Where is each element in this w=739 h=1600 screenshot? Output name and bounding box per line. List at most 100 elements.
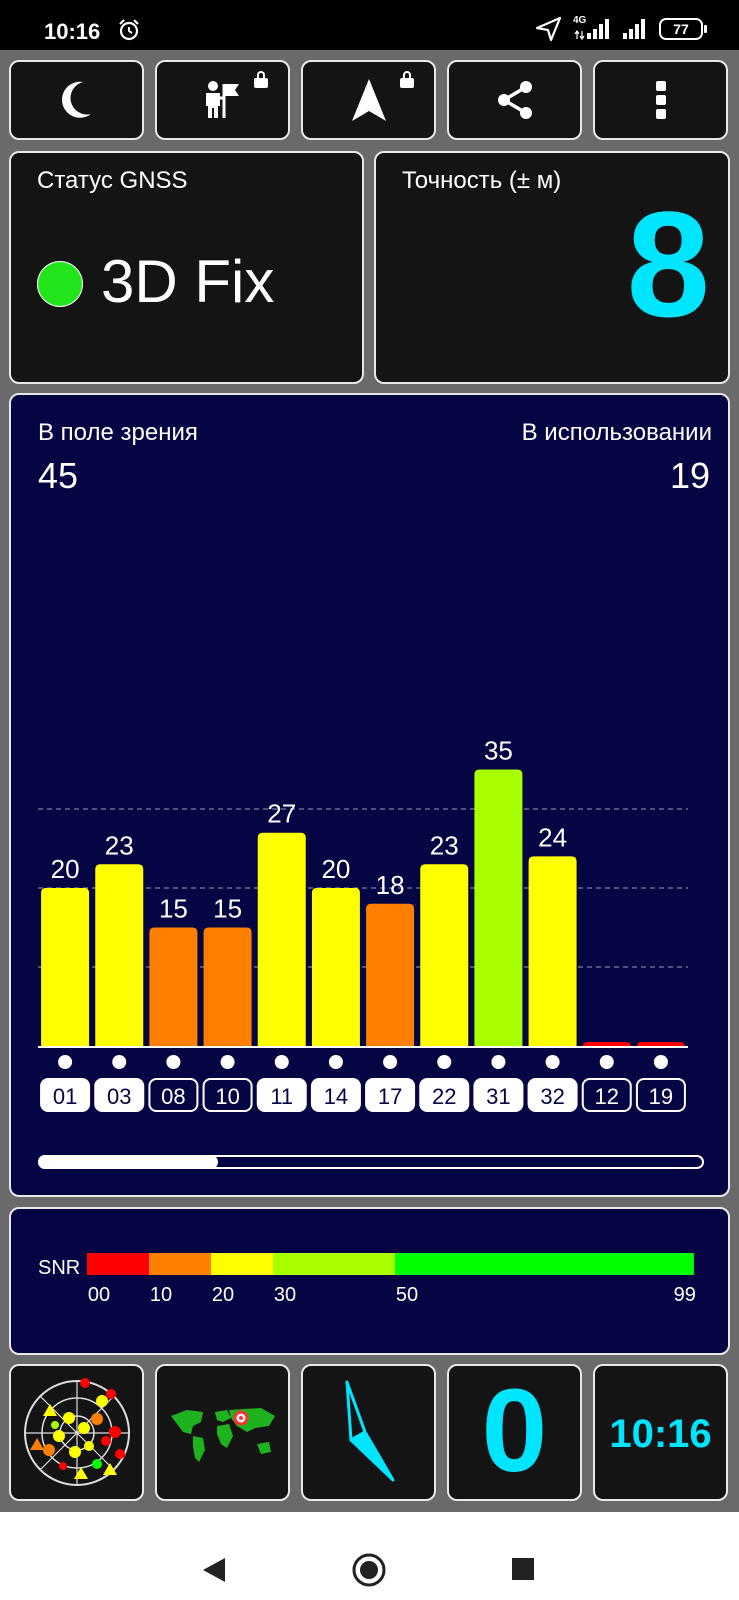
satellite-dot [220,1055,235,1069]
snr-scale-segment [395,1253,694,1275]
compass-tile[interactable] [301,1364,436,1501]
satellite-dot [491,1055,506,1069]
satellite-id-box [365,1078,416,1112]
back-icon[interactable] [201,1556,227,1584]
satellite-dot [653,1055,668,1069]
home-icon[interactable] [351,1552,387,1588]
satellite-id-label: 10 [215,1084,239,1109]
snr-scale-segment [87,1253,149,1275]
snr-scale-segment [149,1253,211,1275]
more-options-button[interactable] [593,60,728,140]
satellite-id-box [635,1078,686,1112]
satellite-dot [274,1055,289,1069]
satellite-id-box [256,1078,307,1112]
gnss-status-title: Статус GNSS [37,167,188,194]
more-vert-icon [655,81,666,119]
gnss-status-card[interactable]: Статус GNSS 3D Fix [9,151,364,384]
status-time: 10:16 [44,19,101,44]
snr-bar-chart: 20 01 23 03 15 08 15 10 27 11 20 14 18 17 23 22 35 31 24 32… [38,736,688,1112]
bar-value-label: 23 [430,830,459,860]
location-arrow-icon [535,16,562,42]
snr-legend-label: SNR [38,1257,81,1279]
satellite-dot [599,1055,614,1069]
snr-bar [95,864,144,1046]
speed-tile[interactable]: 0 [447,1364,582,1501]
satellite-dot [58,1055,73,1069]
scrollbar-thumb[interactable] [38,1155,218,1169]
satellite-dot [545,1055,560,1069]
lock-icon [254,71,268,88]
fix-status-indicator [37,261,83,307]
navigation-arrow-icon [351,79,386,121]
satellite-id-label: 31 [486,1084,510,1109]
satellite-id-box [40,1078,91,1112]
signal-icon [623,19,645,39]
bar-value-label: 15 [213,894,242,924]
compass-needle-icon [345,1380,395,1482]
snr-tick-label: 30 [274,1284,296,1306]
speed-value: 0 [481,1365,548,1497]
snr-bar [636,1042,685,1047]
scrollbar-track[interactable] [38,1155,704,1169]
in-view-count: 45 [38,455,79,496]
night-mode-button[interactable] [9,60,144,140]
in-use-label: В использовании [521,419,712,446]
snr-bar [582,1042,631,1047]
satellite-id-label: 32 [540,1084,564,1109]
snr-tick-label: 20 [212,1284,234,1306]
snr-tick-label: 99 [674,1284,696,1306]
snr-bar [41,888,90,1046]
bar-value-label: 20 [51,854,80,884]
recents-icon[interactable] [511,1557,535,1581]
satellite-dot [328,1055,343,1069]
bar-value-label: 27 [267,799,296,829]
satellite-id-label: 11 [270,1084,293,1109]
snr-color-scale: 00 10 20 30 50 99 [87,1253,696,1306]
in-view-label: В поле зрения [38,419,198,446]
satellite-dot [112,1055,127,1069]
share-icon [497,81,532,119]
alarm-icon [119,19,139,41]
snr-bar [474,769,523,1046]
satellite-id-label: 12 [595,1084,619,1109]
navigation-button[interactable] [301,60,436,140]
satellite-id-label: 19 [649,1084,673,1109]
satellite-id-label: 22 [432,1084,456,1109]
satellite-id-label: 17 [378,1084,402,1109]
satellite-dot [166,1055,181,1069]
bar-value-label: 23 [105,830,134,860]
snr-scale-segment [211,1253,273,1275]
satellite-id-label: 01 [53,1084,77,1109]
person-flag-icon [205,81,239,118]
lock-icon [400,71,414,88]
world-map-icon [171,1408,275,1462]
satellite-id-box [148,1078,199,1112]
satellite-dot [437,1055,452,1069]
share-button[interactable] [447,60,582,140]
sky-view-icon [24,1378,130,1486]
snr-bar [528,856,577,1046]
satellite-dot [383,1055,398,1069]
in-use-count: 19 [669,455,710,496]
satellite-id-box [473,1078,524,1112]
accuracy-title: Точность (± м) [402,167,562,194]
snr-tick-label: 10 [150,1284,172,1306]
fix-status-value: 3D Fix [101,248,275,315]
satellite-id-box [581,1078,632,1112]
bar-value-label: 24 [538,822,567,852]
snr-bar [311,888,360,1046]
person-flag-button[interactable] [155,60,290,140]
satellite-id-label: 03 [107,1084,131,1109]
clock-tile[interactable]: 10:16 [593,1364,728,1501]
snr-scale-segment [273,1253,395,1275]
snr-tick-label: 50 [396,1284,418,1306]
sky-view-tile[interactable] [9,1364,144,1501]
status-bar: 10:16 4G 77 [0,0,739,50]
clock-value: 10:16 [609,1412,712,1456]
accuracy-value: 8 [626,180,710,348]
accuracy-card[interactable]: Точность (± м) 8 [374,151,730,384]
world-map-tile[interactable] [155,1364,290,1501]
satellite-signal-panel[interactable]: В поле зрения 45 В использовании 19 20 01… [9,393,730,1197]
satellite-id-box [310,1078,361,1112]
snr-bar [257,832,306,1046]
